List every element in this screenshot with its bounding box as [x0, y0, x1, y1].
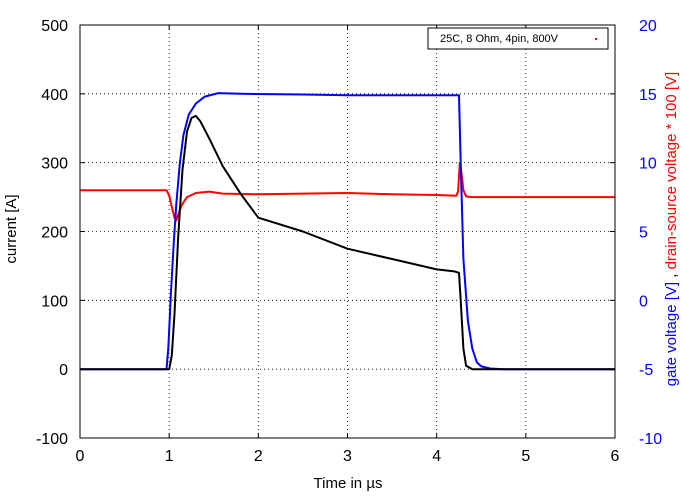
legend-marker [595, 38, 597, 40]
drain-source-voltage-line [80, 161, 615, 222]
x-tick-label: 5 [521, 448, 530, 465]
gate-voltage-line [80, 92, 615, 371]
legend: 25C, 8 Ohm, 4pin, 800V [427, 27, 609, 50]
y-right-tick-label: 5 [639, 225, 648, 242]
legend-box [427, 27, 609, 50]
legend-label: 25C, 8 Ohm, 4pin, 800V [440, 33, 559, 45]
y-axis-left-label: current [A] [3, 194, 20, 263]
y-axis-right-label-separator: , [663, 269, 680, 282]
x-tick-label: 3 [343, 448, 352, 465]
y-left-tick-label: 0 [59, 362, 68, 379]
y-right-tick-label: 15 [639, 87, 657, 104]
y-left-tick-label: -100 [36, 431, 68, 448]
x-axis-label: Time in µs [314, 475, 383, 492]
x-tick-label: 0 [76, 448, 85, 465]
y-left-tick-label: 300 [41, 156, 68, 173]
y-right-tick-label: 0 [639, 293, 648, 310]
series-layer [80, 92, 615, 371]
y-right-tick-label: 20 [639, 18, 657, 35]
y-left-tick-label: 500 [41, 18, 68, 35]
y-right-tick-label: -10 [639, 431, 662, 448]
y-left-tick-label: 100 [41, 293, 68, 310]
ticks: 0 1 2 3 4 5 6 -100 0 100 200 300 400 500 -10 -5 0 5 10 15 20 [36, 18, 662, 465]
x-tick-label: 1 [165, 448, 174, 465]
y-right-tick-label: 10 [639, 156, 657, 173]
x-tick-label: 2 [254, 448, 263, 465]
y-left-tick-label: 400 [41, 87, 68, 104]
x-tick-label: 4 [432, 448, 441, 465]
y-right-tick-label: -5 [639, 362, 653, 379]
y-left-tick-label: 200 [41, 225, 68, 242]
x-tick-label: 6 [611, 448, 620, 465]
y-axis-right-label-drain: drain-source voltage * 100 [V] [663, 72, 680, 270]
y-axis-right-label: gate voltage [V] , drain-source voltage … [663, 72, 680, 386]
current-line [80, 114, 615, 371]
y-axis-right-label-gate: gate voltage [V] [663, 282, 680, 386]
grid [80, 25, 615, 438]
